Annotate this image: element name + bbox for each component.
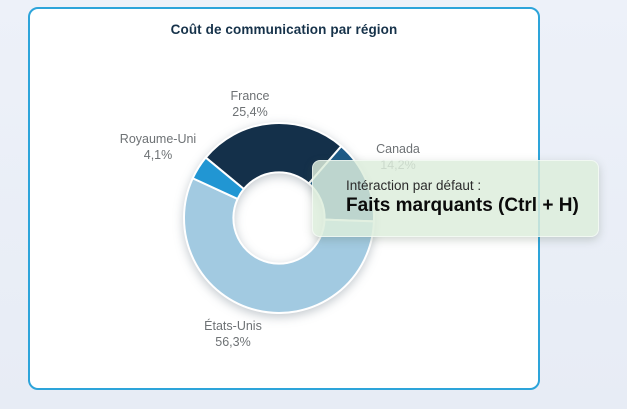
donut-slice-royaume-uni[interactable] xyxy=(191,156,245,200)
slice-label-name: États-Unis xyxy=(204,319,262,333)
interaction-tooltip: Intéraction par défaut : Faits marquants… xyxy=(312,160,599,237)
slice-label-france: France 25,4% xyxy=(231,88,270,120)
slice-label-percent: 4,1% xyxy=(143,148,173,162)
donut-slice-tats-unis[interactable] xyxy=(183,177,375,314)
slice-label-name: France xyxy=(230,89,270,103)
tooltip-default-interaction-label: Intéraction par défaut : xyxy=(346,178,482,193)
slice-label-percent: 25,4% xyxy=(232,105,268,119)
chart-title: Coût de communication par région xyxy=(170,22,398,37)
tooltip-shortcut-label: Faits marquants (Ctrl + H) xyxy=(346,195,579,216)
slice-label-percent: 56,3% xyxy=(215,335,251,349)
slice-label-etats-unis: États-Unis 56,3% xyxy=(204,318,262,350)
slice-label-name: Royaume-Uni xyxy=(119,132,197,146)
slice-label-name: Canada xyxy=(376,142,420,156)
slice-label-royaume-uni: Royaume-Uni 4,1% xyxy=(120,131,196,163)
donut-slice-france[interactable] xyxy=(204,122,343,190)
